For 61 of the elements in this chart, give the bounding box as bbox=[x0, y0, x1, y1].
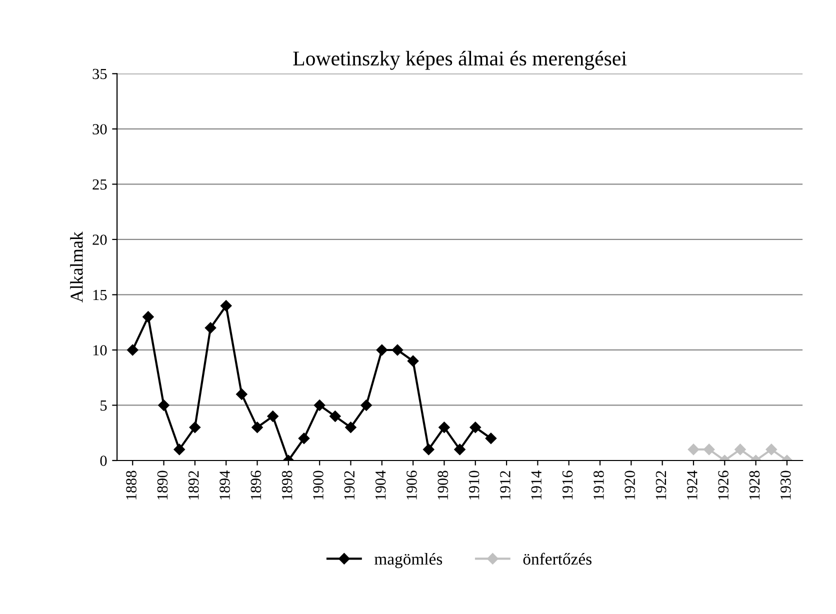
y-tick-label: 5 bbox=[100, 400, 107, 411]
point bbox=[158, 400, 170, 411]
chart-title: Lowetinszky képes álmai és merengései bbox=[293, 50, 627, 70]
x-tick-label: 1892 bbox=[188, 471, 199, 500]
point bbox=[703, 444, 715, 456]
x-tick-label: 1910 bbox=[468, 470, 480, 500]
x-tick-label: 1916 bbox=[562, 470, 573, 500]
legend-label: önfertőzés bbox=[523, 552, 592, 565]
x-tick-label: 1898 bbox=[282, 470, 292, 500]
x-tick-label: 1908 bbox=[438, 470, 448, 500]
x-tick-label: 1924 bbox=[687, 470, 698, 500]
point bbox=[766, 444, 778, 456]
x-tick-label: 1918 bbox=[594, 470, 604, 500]
point bbox=[392, 344, 404, 356]
point bbox=[127, 344, 138, 356]
point bbox=[330, 410, 341, 422]
x-tick-label: 1906 bbox=[406, 470, 417, 500]
point bbox=[407, 355, 419, 367]
point bbox=[454, 444, 466, 456]
y-axis-title: Alkalmak bbox=[70, 231, 83, 303]
point bbox=[688, 444, 700, 456]
x-tick-label: 1896 bbox=[250, 470, 262, 500]
y-tick-label: 35 bbox=[92, 68, 107, 80]
point bbox=[298, 432, 310, 444]
point bbox=[267, 410, 278, 422]
point bbox=[438, 422, 450, 433]
x-tick-label: 1902 bbox=[344, 471, 355, 500]
legend-label: magömlés bbox=[374, 552, 442, 568]
x-tick-label: 1926 bbox=[718, 470, 728, 500]
point bbox=[314, 400, 326, 411]
x-tick-label: 1928 bbox=[749, 470, 760, 500]
point bbox=[470, 422, 481, 433]
point bbox=[174, 444, 185, 456]
point bbox=[376, 344, 388, 356]
point bbox=[345, 422, 356, 433]
y-tick-label: 20 bbox=[92, 234, 107, 245]
x-tick-label: 1912 bbox=[500, 471, 510, 500]
point bbox=[204, 322, 216, 334]
point bbox=[360, 400, 372, 411]
point bbox=[236, 388, 248, 400]
point bbox=[142, 311, 154, 322]
point bbox=[485, 432, 497, 444]
x-tick-label: 1900 bbox=[313, 470, 324, 500]
y-tick-label: 25 bbox=[92, 179, 107, 190]
point bbox=[252, 422, 263, 433]
point bbox=[734, 444, 746, 456]
x-tick-label: 1888 bbox=[126, 470, 136, 500]
x-tick-label: 1914 bbox=[531, 470, 542, 500]
x-tick-label: 1920 bbox=[624, 470, 636, 500]
y-tick-label: 30 bbox=[92, 124, 107, 134]
x-tick-label: 1890 bbox=[157, 470, 168, 500]
y-tick-label: 0 bbox=[100, 456, 107, 466]
x-tick-label: 1922 bbox=[656, 471, 666, 500]
x-tick-label: 1930 bbox=[780, 470, 791, 500]
point bbox=[423, 444, 434, 456]
point bbox=[220, 300, 232, 312]
y-tick-label: 10 bbox=[93, 345, 107, 356]
x-tick-label: 1904 bbox=[375, 470, 386, 500]
x-tick-label: 1894 bbox=[220, 470, 230, 500]
point bbox=[189, 422, 201, 433]
y-tick-label: 15 bbox=[93, 290, 107, 300]
